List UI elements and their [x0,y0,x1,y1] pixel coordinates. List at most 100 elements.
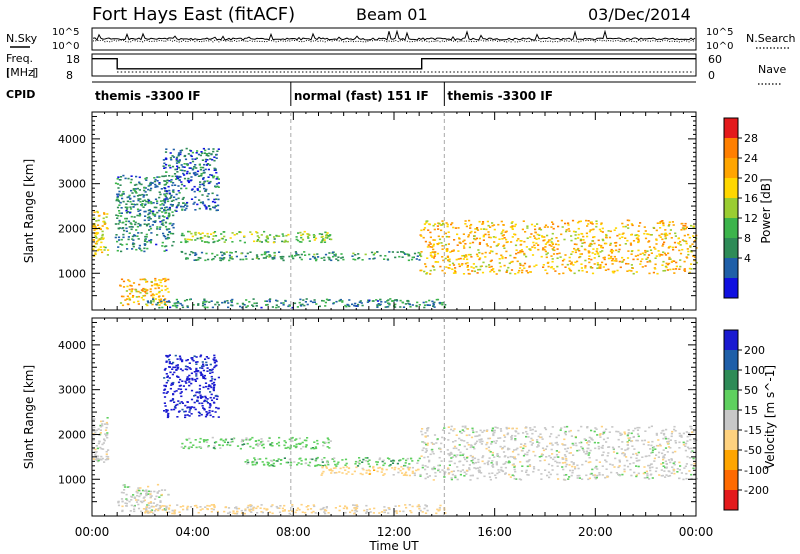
power-point [195,167,198,169]
power-point [445,266,448,268]
velocity-point [507,456,510,459]
power-point [160,302,163,304]
power-point [605,242,608,245]
velocity-point [435,512,438,515]
velocity-point [365,472,368,474]
velocity-point [426,444,429,446]
velocity-point [650,452,653,454]
velocity-point [99,446,102,449]
velocity-point [322,506,325,509]
power-point [592,236,595,239]
velocity-point [137,499,140,501]
power-point [168,192,171,195]
power-point [448,260,451,263]
power-point [303,304,306,307]
velocity-point [478,434,481,436]
power-point [579,220,582,223]
velocity-point [561,466,564,468]
velocity-point [146,510,149,513]
power-point [142,196,145,198]
velocity-point [140,510,143,513]
power-point [441,269,444,272]
velocity-point [198,388,201,390]
power-point [127,279,130,281]
power-point [409,306,412,308]
power-point [136,235,139,237]
velocity-point [96,457,100,460]
power-point [134,221,137,224]
power-point [202,178,205,180]
velocity-point [494,477,498,479]
power-point [399,306,402,308]
power-point [129,222,132,224]
velocity-point [629,437,632,439]
velocity-point [465,448,469,450]
power-point [100,249,103,251]
velocity-point [203,408,206,410]
power-point [159,200,163,202]
velocity-point [410,511,413,514]
velocity-point [688,434,692,437]
power-point [334,255,337,257]
power-point [521,228,524,231]
power-point [615,258,618,260]
power-point [199,154,202,157]
velocity-point [262,443,265,446]
velocity-point [185,438,188,441]
velocity-point [171,383,174,386]
power-point [127,220,131,223]
power-point [140,296,143,299]
velocity-point [591,468,594,471]
velocity-point [503,436,507,438]
power-point [684,227,687,230]
velocity-point [417,468,420,471]
power-point [357,253,360,255]
power-point [370,251,374,254]
power-point [139,200,142,203]
power-point [570,239,573,242]
power-point [489,270,492,273]
velocity-point [476,440,479,443]
power-point [175,306,178,309]
power-point [597,239,600,242]
power-point [150,187,153,190]
power-point [266,235,269,237]
velocity-colorbar-label: -15 [744,424,762,437]
velocity-point [191,358,194,361]
power-point [138,283,141,286]
power-point [212,258,215,260]
velocity-point [537,469,540,471]
power-point [152,296,155,299]
velocity-point [612,451,616,453]
power-point [288,255,291,258]
power-point [172,189,175,191]
velocity-point [556,461,559,464]
velocity-point [351,509,354,512]
velocity-point [236,510,239,513]
power-point [501,234,504,237]
power-point [593,263,596,265]
velocity-point [321,465,324,467]
velocity-point [186,377,189,380]
noise-search-trace [92,39,696,43]
power-point [574,231,577,233]
velocity-point [653,457,656,460]
velocity-point [448,453,451,456]
velocity-point [349,511,352,514]
power-point [162,224,165,226]
power-point [175,156,179,159]
power-colorbar-swatch [724,218,738,238]
velocity-point [485,430,489,432]
velocity-point [352,504,355,506]
velocity-point [366,457,369,459]
power-point [535,264,538,266]
power-point [119,285,122,287]
velocity-point [495,461,498,463]
velocity-point [468,434,471,436]
velocity-point [530,444,533,446]
velocity-point [356,505,359,508]
velocity-point [506,432,510,435]
velocity-point [595,459,598,461]
power-point [406,299,409,302]
velocity-point [465,434,468,437]
